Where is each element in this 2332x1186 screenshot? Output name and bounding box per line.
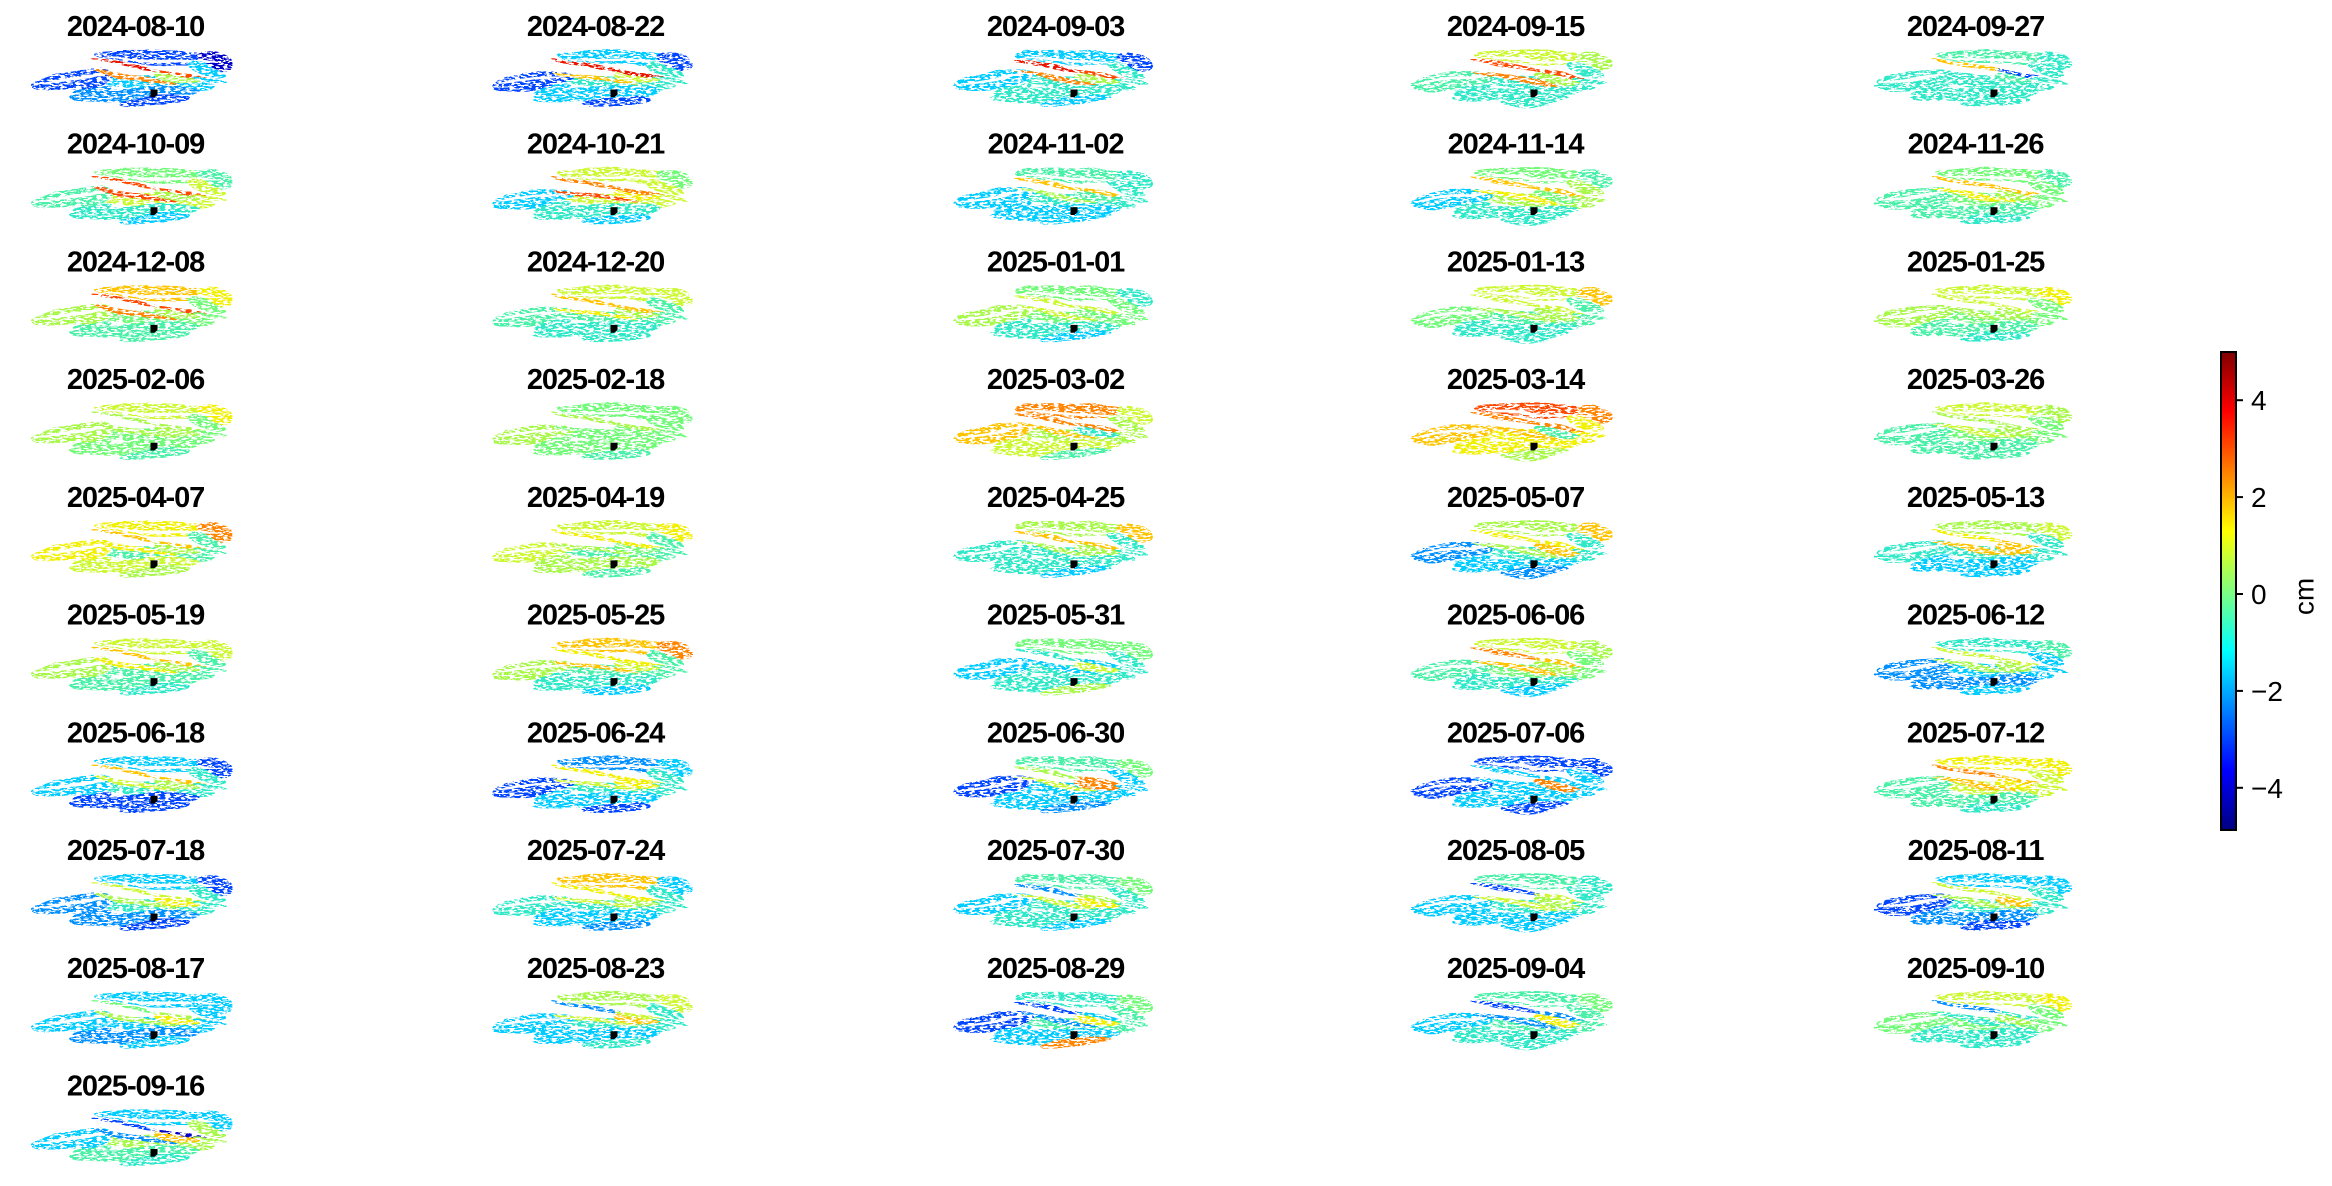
svg-text:2025-07-06: 2025-07-06 [1447,717,1585,749]
svg-text:2025-06-24: 2025-06-24 [527,717,665,749]
svg-text:2025-07-12: 2025-07-12 [1907,717,2044,749]
svg-text:2025-01-25: 2025-01-25 [1907,246,2045,278]
svg-text:2025-06-12: 2025-06-12 [1907,600,2044,632]
svg-text:2024-11-26: 2024-11-26 [1908,129,2045,161]
svg-text:2025-01-01: 2025-01-01 [987,246,1125,278]
svg-text:2025-08-11: 2025-08-11 [1908,835,2045,867]
svg-text:2024-09-03: 2024-09-03 [987,11,1125,43]
svg-text:2025-08-29: 2025-08-29 [987,953,1125,985]
svg-text:2025-09-16: 2025-09-16 [67,1071,205,1103]
svg-text:2: 2 [2251,482,2267,513]
svg-text:2024-12-20: 2024-12-20 [527,246,664,278]
svg-text:2025-03-02: 2025-03-02 [987,364,1124,396]
svg-text:−4: −4 [2251,773,2283,804]
svg-text:2025-06-18: 2025-06-18 [67,717,205,749]
svg-text:2025-07-18: 2025-07-18 [67,835,205,867]
svg-text:2025-02-18: 2025-02-18 [527,364,665,396]
svg-text:2025-01-13: 2025-01-13 [1447,246,1585,278]
svg-text:0: 0 [2251,579,2267,610]
svg-text:2025-07-24: 2025-07-24 [527,835,665,867]
svg-text:2024-10-21: 2024-10-21 [527,129,665,161]
svg-text:2024-08-22: 2024-08-22 [527,11,664,43]
svg-text:2025-08-05: 2025-08-05 [1447,835,1585,867]
svg-text:2025-05-19: 2025-05-19 [67,600,205,632]
svg-text:2025-03-26: 2025-03-26 [1907,364,2045,396]
svg-text:2024-11-14: 2024-11-14 [1448,129,1585,161]
svg-text:4: 4 [2251,385,2267,416]
svg-text:2024-10-09: 2024-10-09 [67,129,205,161]
svg-text:2025-05-07: 2025-05-07 [1447,482,1584,514]
svg-text:2025-09-10: 2025-09-10 [1907,953,2044,985]
svg-text:2024-12-08: 2024-12-08 [67,246,205,278]
svg-text:2025-05-13: 2025-05-13 [1907,482,2045,514]
svg-text:2025-04-25: 2025-04-25 [987,482,1125,514]
svg-text:cm: cm [2289,578,2320,615]
svg-text:2024-09-27: 2024-09-27 [1907,11,2044,43]
svg-text:2024-08-10: 2024-08-10 [67,11,204,43]
svg-text:2025-06-30: 2025-06-30 [987,717,1124,749]
svg-text:2024-11-02: 2024-11-02 [988,129,1124,161]
svg-text:2025-05-31: 2025-05-31 [987,600,1125,632]
svg-text:2025-02-06: 2025-02-06 [67,364,205,396]
svg-text:2025-09-04: 2025-09-04 [1447,953,1585,985]
svg-text:2025-05-25: 2025-05-25 [527,600,665,632]
svg-text:2025-08-17: 2025-08-17 [67,953,204,985]
svg-text:2025-06-06: 2025-06-06 [1447,600,1585,632]
svg-text:2025-07-30: 2025-07-30 [987,835,1124,867]
svg-text:2025-04-07: 2025-04-07 [67,482,204,514]
svg-text:2025-03-14: 2025-03-14 [1447,364,1585,396]
svg-text:−2: −2 [2251,676,2283,707]
svg-text:2025-04-19: 2025-04-19 [527,482,665,514]
svg-text:2024-09-15: 2024-09-15 [1447,11,1585,43]
svg-text:2025-08-23: 2025-08-23 [527,953,665,985]
